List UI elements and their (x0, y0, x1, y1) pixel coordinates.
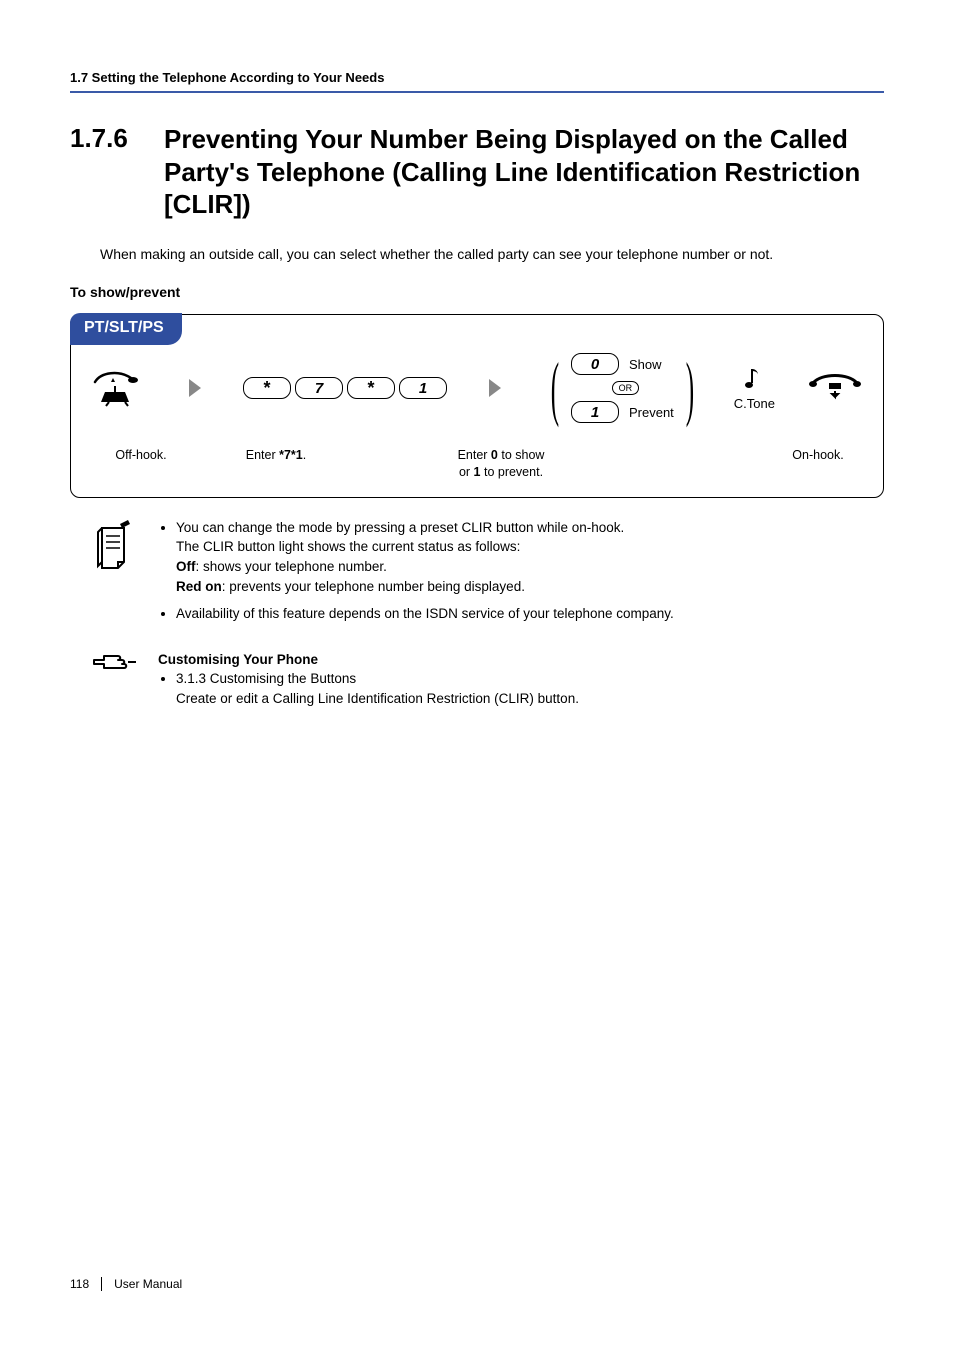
caption-text: Enter (458, 448, 491, 462)
header-rule (70, 91, 884, 93)
flow-arrow-icon (189, 379, 201, 397)
pointing-hand-icon (90, 650, 138, 717)
section-heading: 1.7.6 Preventing Your Number Being Displ… (70, 123, 884, 221)
customise-title: Customising Your Phone (158, 650, 579, 670)
keycap: 1 (399, 377, 447, 399)
running-header: 1.7 Setting the Telephone According to Y… (70, 70, 884, 91)
paren-right: ) (686, 358, 694, 418)
caption-enter-choice: Enter 0 to show or 1 to prevent. (421, 447, 581, 481)
footer-label: User Manual (114, 1277, 182, 1291)
procedure-box: PT/SLT/PS * (70, 314, 884, 498)
caption-code: 0 (491, 448, 498, 462)
step-keys: * 7 * 1 (243, 377, 447, 399)
note-item: Availability of this feature depends on … (176, 604, 674, 624)
or-badge: OR (612, 381, 640, 395)
keycap: 0 (571, 353, 619, 375)
caption-code: 1 (474, 465, 481, 479)
caption-text: or (459, 465, 474, 479)
caption-enter-seq: Enter *7*1. (191, 447, 361, 481)
note-text: : shows your telephone number. (196, 559, 387, 574)
procedure-flow: * 7 * 1 ( 0 Show OR 1 P (91, 353, 863, 423)
notes-block: You can change the mode by pressing a pr… (90, 518, 884, 632)
page-number: 118 (70, 1277, 102, 1291)
note-text: You can change the mode by pressing a pr… (176, 520, 624, 535)
customise-ref: 3.1.3 Customising the Buttons (176, 671, 356, 686)
step-ctone: C.Tone (734, 365, 775, 411)
keycap: * (347, 377, 395, 399)
step-offhook (91, 368, 147, 408)
caption-text: to show (498, 448, 545, 462)
notepad-icon (90, 518, 138, 632)
choice-option: 0 Show (571, 353, 662, 375)
step-onhook (807, 371, 863, 405)
note-text: : prevents your telephone number being d… (222, 579, 525, 594)
section-number: 1.7.6 (70, 123, 140, 221)
key-row: * 7 * 1 (243, 377, 447, 399)
step-choice: ( 0 Show OR 1 Prevent ) (543, 353, 702, 423)
section-title: Preventing Your Number Being Displayed o… (164, 123, 884, 221)
ctone-label: C.Tone (734, 396, 775, 411)
note-text: The CLIR button light shows the current … (176, 539, 520, 554)
caption-onhook: On-hook. (773, 447, 863, 481)
note-strong: Red on (176, 579, 222, 594)
flow-arrow-icon (489, 379, 501, 397)
choice-option: 1 Prevent (571, 401, 674, 423)
note-strong: Off (176, 559, 196, 574)
offhook-icon (91, 368, 147, 408)
customise-item: 3.1.3 Customising the Buttons Create or … (176, 669, 579, 708)
music-note-icon (742, 365, 766, 396)
caption-code: *7*1 (279, 448, 303, 462)
onhook-icon (807, 371, 863, 405)
procedure-captions: Off-hook. Enter *7*1. Enter 0 to show or… (91, 447, 863, 481)
note-item: You can change the mode by pressing a pr… (176, 518, 674, 596)
caption-text: . (303, 448, 306, 462)
caption-offhook: Off-hook. (91, 447, 191, 481)
keycap: 7 (295, 377, 343, 399)
page-footer: 118 User Manual (70, 1277, 182, 1291)
paren-left: ( (551, 358, 559, 418)
caption-text: Enter (246, 448, 279, 462)
caption-text: to prevent. (481, 465, 544, 479)
intro-paragraph: When making an outside call, you can sel… (100, 245, 884, 265)
procedure-tab: PT/SLT/PS (70, 313, 182, 345)
choice-label: Show (629, 357, 662, 372)
procedure-subhead: To show/prevent (70, 284, 884, 300)
keycap: 1 (571, 401, 619, 423)
customise-block: Customising Your Phone 3.1.3 Customising… (90, 650, 884, 717)
customise-desc: Create or edit a Calling Line Identifica… (176, 691, 579, 706)
choice-label: Prevent (629, 405, 674, 420)
keycap: * (243, 377, 291, 399)
